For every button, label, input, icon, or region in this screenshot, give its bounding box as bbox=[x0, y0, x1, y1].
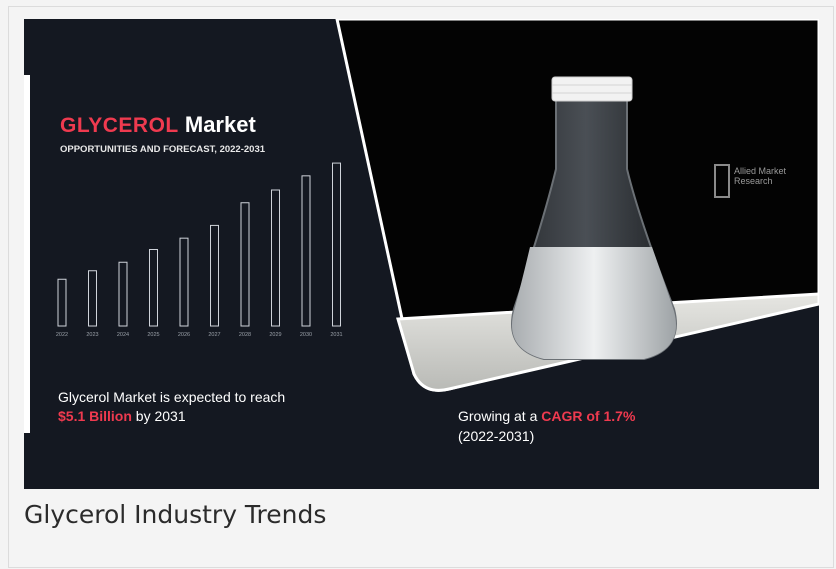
bar-2031 bbox=[332, 162, 341, 327]
market-text-suffix: by 2031 bbox=[131, 408, 186, 424]
bar-2028 bbox=[240, 202, 250, 327]
market-text-line2: $5.1 Billion by 2031 bbox=[58, 407, 285, 426]
bar-2026 bbox=[179, 237, 189, 327]
tick-label-2027: 2027 bbox=[208, 332, 220, 338]
infographic-title: GLYCEROL Market bbox=[60, 112, 256, 138]
bar-2029 bbox=[271, 189, 280, 327]
logo-mark-icon bbox=[714, 164, 730, 198]
market-text-line1: Glycerol Market is expected to reach bbox=[58, 389, 286, 405]
bar-2025 bbox=[149, 249, 158, 327]
bar-2023 bbox=[88, 270, 97, 327]
flask-photo bbox=[335, 19, 819, 392]
bar-2024 bbox=[118, 261, 128, 327]
infographic-artwork: 2022 2023 2024 2025 2026 2027 2028 2029 2030 2031 bbox=[56, 19, 819, 392]
growth-bar-chart: 2022 2023 2024 2025 2026 2027 2028 2029 2030 2031 bbox=[56, 162, 343, 338]
tick-label-2024: 2024 bbox=[117, 332, 129, 338]
tick-label-2023: 2023 bbox=[86, 332, 98, 338]
tick-label-2022: 2022 bbox=[56, 332, 68, 338]
cagr-prefix: Growing at a bbox=[458, 408, 542, 424]
market-value: $5.1 Billion bbox=[58, 408, 132, 424]
erlenmeyer-flask bbox=[511, 76, 677, 360]
cagr-line1: Growing at a CAGR of 1.7% bbox=[458, 406, 635, 426]
infographic-subtitle: OPPORTUNITIES AND FORECAST, 2022-2031 bbox=[60, 144, 266, 155]
tick-label-2026: 2026 bbox=[178, 332, 190, 338]
cagr-value: CAGR of 1.7% bbox=[541, 408, 636, 424]
logo-text: Allied Market Research bbox=[734, 166, 787, 186]
bar-2027 bbox=[210, 224, 219, 327]
tick-label-2028: 2028 bbox=[239, 332, 251, 338]
market-size-statement: Glycerol Market is expected to reach $5.… bbox=[58, 388, 285, 426]
accent-stripe bbox=[24, 75, 30, 433]
title-rest: Market bbox=[178, 112, 256, 137]
tick-label-2031: 2031 bbox=[330, 332, 342, 338]
tick-label-2029: 2029 bbox=[269, 332, 281, 338]
figure-caption: Glycerol Industry Trends bbox=[24, 500, 327, 529]
bar-2022 bbox=[57, 278, 67, 327]
tick-label-2030: 2030 bbox=[300, 332, 312, 338]
brand-logo: Allied Market Research bbox=[714, 164, 794, 204]
bar-2030 bbox=[301, 175, 311, 327]
tick-label-2025: 2025 bbox=[147, 332, 159, 338]
market-infographic: 2022 2023 2024 2025 2026 2027 2028 2029 2030 2031… bbox=[24, 19, 819, 489]
cagr-statement: Growing at a CAGR of 1.7% (2022-2031) bbox=[458, 406, 635, 446]
cagr-period: (2022-2031) bbox=[458, 428, 535, 444]
title-highlight: GLYCEROL bbox=[60, 114, 179, 137]
